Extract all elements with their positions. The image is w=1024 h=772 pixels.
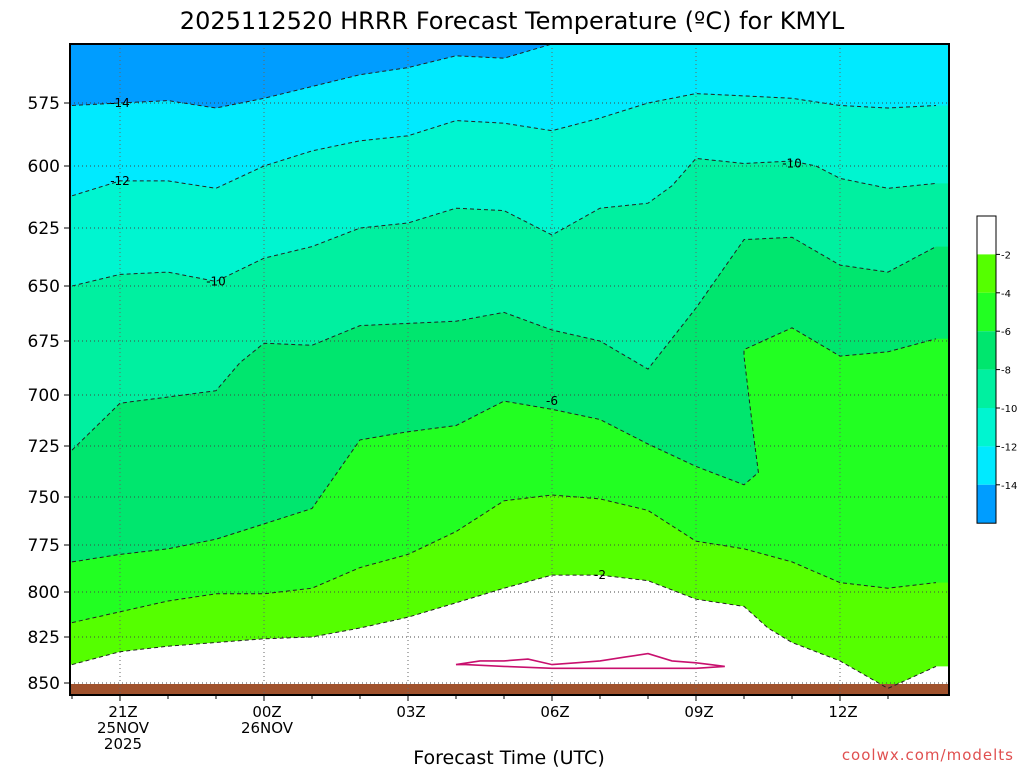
plot-frame: [69, 43, 950, 696]
colorbar-tick-label: -12: [1001, 442, 1017, 453]
contour-line-6: [71, 574, 937, 689]
colorbar-tick-label: -10: [1001, 404, 1017, 415]
y-tick-label: 675: [28, 332, 60, 352]
x-tick-label: 25NOV: [97, 719, 150, 737]
colorbar-swatch: [977, 254, 996, 293]
y-tick-label: 700: [28, 386, 60, 406]
y-tick-label: 750: [28, 488, 60, 508]
y-tick-label: 725: [28, 437, 60, 457]
colorbar-swatch: [977, 369, 996, 408]
colorbar-swatch: [977, 484, 996, 524]
x-tick-label: 21Z: [108, 703, 137, 721]
y-tick-label: 825: [28, 628, 60, 648]
y-tick-label: 650: [28, 277, 60, 297]
y-tick-label: 800: [28, 583, 60, 603]
x-tick-label: 03Z: [396, 703, 425, 721]
surface-ground: [70, 684, 949, 695]
contour-line-5: [71, 494, 937, 624]
colorbar-swatch: [977, 446, 996, 485]
colorbar-tick-label: -8: [1001, 366, 1011, 377]
contour-label: -2: [594, 568, 606, 582]
x-tick-label: 12Z: [828, 703, 857, 721]
contour-label: -12: [110, 174, 130, 188]
colorbar-tick-label: -14: [1001, 481, 1017, 492]
contour-label: -14: [110, 96, 130, 110]
contour-line-4: [71, 327, 937, 563]
colorbar-tick-label: -2: [1001, 250, 1011, 261]
contour-line-0: [71, 44, 553, 109]
y-tick-label: 625: [28, 219, 60, 239]
credit-text[interactable]: coolwx.com/modelts: [842, 746, 1014, 764]
fill-band-7: [70, 575, 949, 695]
x-tick-label: 09Z: [684, 703, 713, 721]
x-tick-label: 2025: [104, 735, 142, 753]
y-tick-label: 850: [28, 674, 60, 694]
x-tick-label: 06Z: [540, 703, 569, 721]
contour-label: -6: [546, 394, 558, 408]
colorbar-swatch: [977, 408, 996, 447]
contour-label: -10: [206, 274, 226, 288]
colorbar-tick-label: -4: [1001, 289, 1011, 300]
x-tick-label: 00Z: [252, 703, 281, 721]
colorbar-swatch: [977, 292, 996, 332]
colorbar-swatch: [977, 331, 996, 370]
contour-line-2: [71, 157, 937, 287]
y-tick-label: 575: [28, 94, 60, 114]
contour-label: -10: [782, 156, 802, 170]
y-tick-label: 775: [28, 536, 60, 556]
y-tick-label: 600: [28, 157, 60, 177]
contour-line-3: [71, 236, 937, 451]
cold-lobe-contour: [455, 652, 725, 670]
chart-title: 2025112520 HRRR Forecast Temperature (ºC…: [180, 7, 845, 35]
colorbar-swatch: [977, 216, 996, 255]
colorbar-tick-label: -6: [1001, 327, 1011, 338]
x-tick-label: 26NOV: [241, 719, 294, 737]
x-axis-label: Forecast Time (UTC): [413, 747, 604, 768]
